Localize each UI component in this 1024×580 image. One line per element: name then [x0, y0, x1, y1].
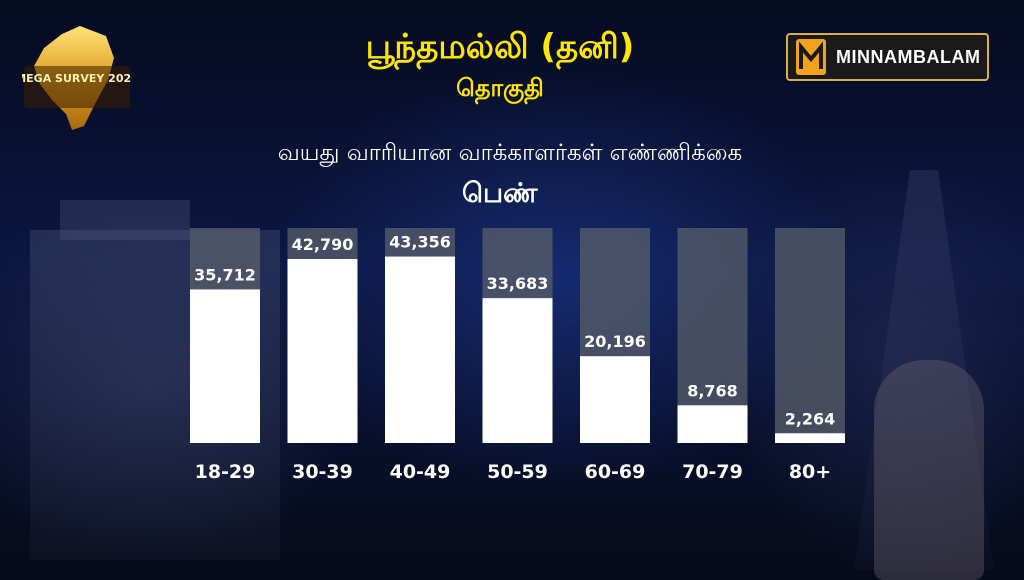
minnambalam-brand: MINNAMBALAM	[786, 33, 989, 81]
brand-name: MINNAMBALAM	[836, 46, 981, 67]
bar-80+	[775, 433, 845, 443]
bar-track-80+	[775, 228, 845, 443]
bar-50-59	[482, 298, 553, 443]
value-label-80+: 2,264	[785, 409, 836, 428]
mega-survey-badge-text: MEGA SURVEY 2026	[22, 72, 132, 85]
value-label-50-59: 33,683	[487, 274, 549, 293]
category-label-70-79: 70-79	[682, 461, 743, 483]
category-label-80+: 80+	[789, 461, 831, 483]
chart-title: வயது வாரியான வாக்காளர்கள் எண்ணிக்கை	[277, 140, 743, 166]
bar-30-39	[287, 259, 358, 443]
category-label-18-29: 18-29	[195, 461, 256, 483]
category-label-60-69: 60-69	[585, 461, 646, 483]
bar-60-69	[580, 356, 650, 443]
constituency-subtitle: தொகுதி	[456, 74, 544, 102]
voter-hand-silhouette	[874, 360, 984, 580]
bar-70-79	[677, 405, 748, 443]
constituency-title: பூந்தமல்லி (தனி)	[365, 27, 635, 67]
bar-40-49	[385, 256, 455, 443]
category-label-40-49: 40-49	[390, 461, 451, 483]
value-label-60-69: 20,196	[584, 332, 646, 351]
gender-label: பெண்	[462, 178, 538, 209]
mega-survey-badge: MEGA SURVEY 2026	[22, 26, 132, 130]
value-label-70-79: 8,768	[687, 381, 738, 400]
value-label-40-49: 43,356	[389, 233, 451, 252]
category-label-50-59: 50-59	[487, 461, 548, 483]
bar-18-29	[190, 289, 260, 443]
value-label-18-29: 35,712	[194, 265, 256, 284]
category-label-30-39: 30-39	[292, 461, 353, 483]
minnambalam-logo-icon	[796, 39, 826, 75]
value-label-30-39: 42,790	[292, 235, 354, 254]
